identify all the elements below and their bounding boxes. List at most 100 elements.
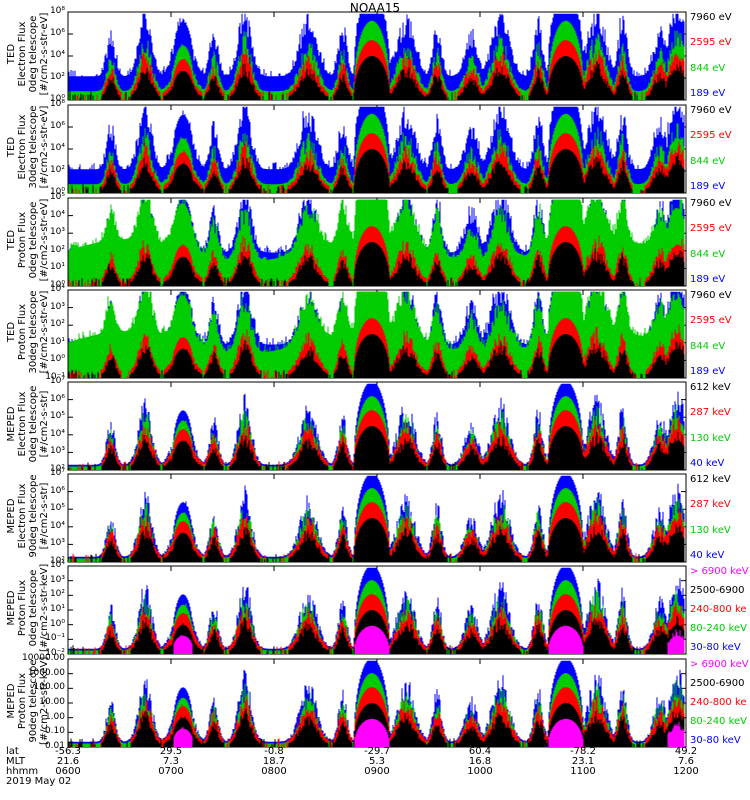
y-axis-label-line: TED [6,43,17,65]
y-axis-label: TED Proton Flux 30deg telescope [#/cm2-s-st… [6,288,50,376]
y-axis-label-line: TED [6,229,17,251]
y-tick-label: 10.00 [39,697,65,707]
legend-entry: 2500-6900 [690,678,745,689]
y-axis-label-line: [#/cm2-s-str-eV] [39,12,50,96]
footer-mlt-value: 7.6 [678,756,694,767]
footer-row-label: lat [6,746,19,757]
legend-entry: 2595 eV [690,37,732,49]
y-axis-label-line: [#/cm2-s-str-eV] [39,105,50,189]
legend-entry: 844 eV [690,340,726,352]
footer-row-label: hhmm [6,766,39,777]
y-tick-label: 10⁵ [49,503,65,514]
y-tick-label: 10⁴ [49,50,65,60]
y-axis-label-line: Electron Flux [17,483,28,549]
legend-entry: 240-800 ke [690,697,747,708]
y-tick-label: 10³ [49,446,65,457]
legend-entry: 189 eV [690,88,726,99]
legend-entry: 844 eV [690,62,726,74]
footer-row-label: 2019 May 02 [6,776,72,787]
legend-entry: 30-80 keV [690,642,741,653]
y-axis-label-line: 0deg telescope [28,201,39,279]
footer-mlt-value: 16.8 [468,756,492,767]
legend-entry: 287 keV [690,407,731,419]
footer-mlt-value: 21.6 [56,756,80,767]
legend-entry: 130 keV [690,432,731,444]
y-axis-label-line: Proton Flux [17,303,28,361]
y-axis-label-line: Electron Flux [17,391,28,457]
legend-entry: 844 eV [690,155,726,167]
footer-lat-value: -56.3 [55,746,81,757]
series-magenta [173,718,685,747]
legend-entry: 7960 eV [690,198,732,209]
series-black [72,242,685,286]
y-tick-label: 10⁰ [49,94,65,104]
series-black [68,334,685,378]
y-axis-label-line: Proton Flux [17,672,28,730]
y-axis-label-line: Proton Flux [17,579,28,637]
y-tick-label: 10⁻¹ [45,633,65,644]
panel-ted-p-0 [67,197,687,287]
y-axis-label: MEPED Electron Flux 90deg telescope [#/cm2-… [6,472,50,560]
y-tick-label: 10000.00 [22,653,65,663]
legend-entry: 7960 eV [690,290,732,301]
y-axis-label-line: MEPED [6,498,17,534]
y-tick-label: 10⁶ [49,121,65,131]
footer-hhmm-value: 1100 [570,766,596,777]
legend-entry: 80-240 keV [690,623,748,634]
y-tick-label: 10⁻² [45,648,65,658]
series-black [71,149,685,193]
y-axis-label: TED Proton Flux 0deg telescope [#/cm2-s-str… [6,196,50,284]
legend-entry: 189 eV [690,181,726,192]
legend-entry: 612 keV [690,382,731,393]
y-axis-label-line: 30deg telescope [28,290,39,374]
legend-entry: > 6900 keV [690,659,749,670]
y-axis-label-line: TED [6,136,17,158]
footer-lat-value: 60.4 [468,746,492,757]
y-tick-label: 10⁴ [49,284,65,294]
y-tick-label: 100.00 [33,682,66,693]
footer-hhmm-value: 0900 [364,766,390,777]
series-black [70,518,685,562]
y-axis-label-line: 0deg telescope [28,385,39,463]
y-tick-label: 10⁵ [49,192,65,202]
y-axis-label-line: [#/cm2-s-str-keV] [39,656,50,745]
y-tick-label: 10² [49,165,65,175]
y-tick-label: 10⁴ [49,143,65,153]
footer-hhmm-value: 1000 [467,766,493,777]
y-tick-label: 10² [49,556,65,566]
legend-entry: 2595 eV [690,315,732,327]
panel-ted-e-30 [67,104,687,194]
footer-lat-value: -29.7 [364,746,390,757]
y-tick-label: 10³ [49,301,65,312]
y-axis-label-line: Electron Flux [17,21,28,87]
footer-lat-value: 29.5 [159,746,183,757]
footer-row-label: MLT [6,756,25,767]
series-black [68,426,685,470]
y-tick-label: 10⁴ [49,560,65,570]
legend-entry: 40 keV [690,550,725,561]
y-axis-label: TED Electron Flux 0deg telescope [#/cm2-s-s… [6,10,50,98]
y-tick-label: 1000.00 [27,667,65,678]
y-axis-label-line: 90deg telescope [28,474,39,558]
legend-entry: 189 eV [690,274,726,285]
footer-mlt-value: 5.3 [369,756,385,767]
y-axis-label-line: [#/cm2-s-str] [39,482,50,550]
y-tick-label: 0.10 [44,726,65,737]
y-axis-label: MEPED Electron Flux 0deg telescope [#/cm2-s… [6,380,50,468]
y-tick-label: 10¹ [49,336,65,347]
y-axis-label-line: Proton Flux [17,211,28,269]
panel-meped-e-90 [67,473,687,563]
y-tick-label: 10⁰ [49,280,65,290]
y-axis-label-line: [#/cm2-s-str] [39,390,50,458]
footer-hhmm-value: 1200 [673,766,699,777]
y-axis-label-line: [#/cm2-s-str-eV] [39,198,50,282]
footer-hhmm-value: 0800 [261,766,287,777]
footer-lat-value: 49.2 [674,746,698,757]
y-tick-label: 10⁰ [49,354,65,365]
footer-mlt-value: 18.7 [262,756,286,767]
y-axis-label: MEPED Proton Flux 90deg telescope [#/cm2-s-… [6,657,50,745]
y-tick-label: 10⁰ [49,618,65,629]
legend-entry: 80-240 keV [690,716,748,727]
y-tick-label: 10² [49,244,65,255]
